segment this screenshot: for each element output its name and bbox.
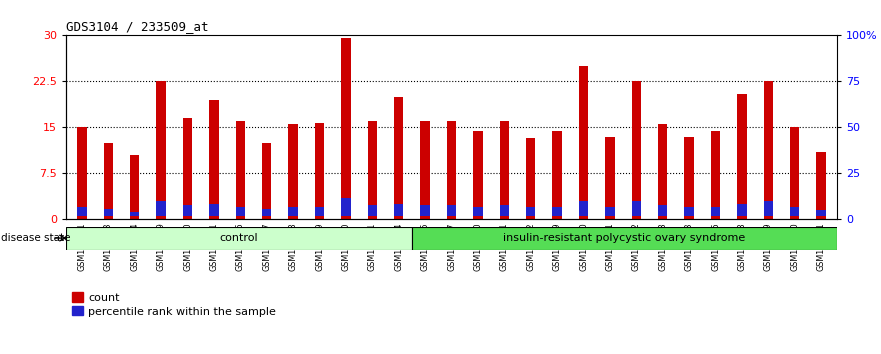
Text: insulin-resistant polycystic ovary syndrome: insulin-resistant polycystic ovary syndr… (503, 233, 745, 243)
Bar (605, 137, 615, 219)
Bar (236, 121, 245, 219)
Bar (579, 201, 589, 216)
Bar (157, 81, 166, 219)
Bar (104, 209, 113, 216)
Bar (420, 205, 430, 216)
Bar (632, 81, 641, 219)
Bar (790, 207, 799, 216)
Bar (737, 94, 746, 219)
Bar (130, 211, 139, 216)
Bar (685, 207, 693, 216)
Bar (711, 207, 720, 216)
Bar (104, 143, 113, 219)
Bar (500, 121, 509, 219)
Bar (66, 227, 411, 250)
Bar (737, 204, 746, 216)
Bar (790, 127, 799, 219)
Bar (210, 100, 218, 219)
Bar (394, 204, 403, 216)
Bar (210, 204, 218, 216)
Bar (473, 207, 483, 216)
Bar (420, 121, 430, 219)
Bar (78, 207, 86, 216)
Bar (367, 121, 377, 219)
Bar (183, 118, 192, 219)
Bar (367, 205, 377, 216)
Bar (262, 143, 271, 219)
Bar (711, 131, 720, 219)
Bar (764, 81, 773, 219)
Bar (341, 198, 351, 216)
Bar (236, 207, 245, 216)
Bar (288, 124, 298, 219)
Bar (817, 152, 825, 219)
Bar (552, 207, 562, 216)
Bar (183, 205, 192, 216)
Bar (288, 207, 298, 216)
Bar (394, 97, 403, 219)
Bar (130, 155, 139, 219)
Bar (817, 210, 825, 216)
Bar (658, 124, 667, 219)
Bar (685, 137, 693, 219)
Bar (579, 66, 589, 219)
Bar (526, 138, 536, 219)
Bar (341, 39, 351, 219)
Bar (447, 121, 456, 219)
Legend: count, percentile rank within the sample: count, percentile rank within the sample (71, 292, 276, 316)
Text: disease state: disease state (1, 233, 70, 243)
Bar (605, 207, 615, 216)
Bar (157, 201, 166, 216)
Bar (78, 127, 86, 219)
Bar (658, 205, 667, 216)
Bar (632, 201, 641, 216)
Bar (500, 205, 509, 216)
Bar (447, 205, 456, 216)
Bar (473, 131, 483, 219)
Bar (526, 207, 536, 216)
Text: GDS3104 / 233509_at: GDS3104 / 233509_at (66, 20, 209, 33)
Bar (315, 207, 324, 216)
Bar (315, 122, 324, 219)
Bar (262, 209, 271, 216)
Text: control: control (219, 233, 258, 243)
Bar (764, 201, 773, 216)
Bar (411, 227, 837, 250)
Bar (552, 131, 562, 219)
